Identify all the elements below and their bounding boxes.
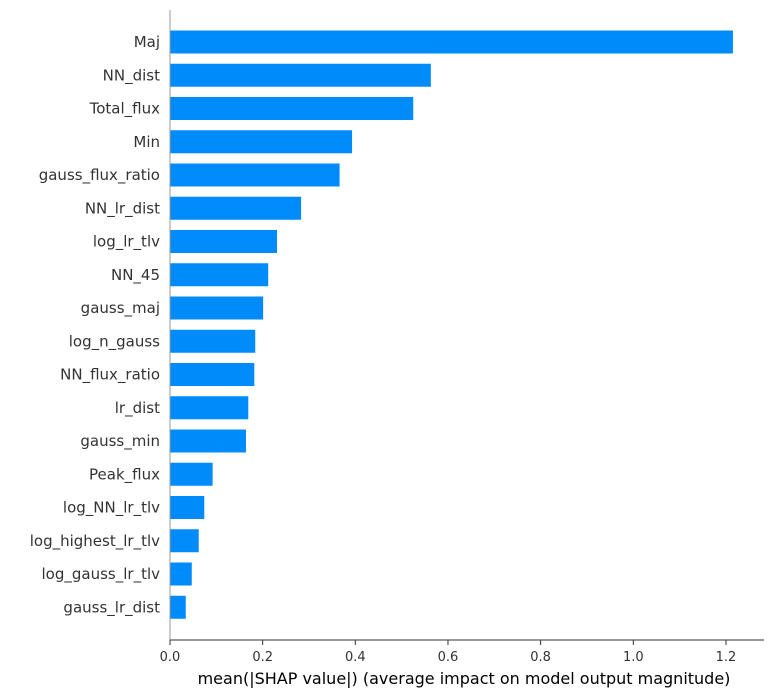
bar-NN_dist: [170, 63, 431, 87]
x-tick-label: 0.4: [345, 650, 366, 665]
bar-NN_lr_dist: [170, 196, 302, 220]
bar-Total_flux: [170, 97, 414, 120]
category-label: NN_45: [111, 266, 160, 285]
x-axis-title: mean(|SHAP value|) (average impact on mo…: [198, 669, 731, 688]
bar-NN_flux_ratio: [170, 363, 255, 386]
category-labels: Maj NN_dist Total_flux Min gauss_flux_ratio N…: [30, 33, 160, 617]
category-label: Peak_flux: [89, 465, 160, 484]
category-label: log_highest_lr_tlv: [30, 532, 160, 551]
bar-Maj: [170, 30, 733, 54]
bar-NN_45: [170, 263, 269, 287]
bars-group: [170, 30, 733, 619]
category-label: NN_lr_dist: [85, 199, 160, 218]
bar-log_gauss_lr_tlv: [170, 562, 192, 586]
category-label: log_gauss_lr_tlv: [42, 565, 161, 584]
bar-gauss_min: [170, 429, 246, 453]
category-label: log_lr_tlv: [93, 233, 160, 252]
x-tick-label: 0.0: [160, 650, 181, 665]
category-label: Maj: [134, 33, 160, 51]
bar-log_lr_tlv: [170, 230, 278, 253]
x-tick-label: 1.2: [716, 650, 737, 665]
bar-Peak_flux: [170, 462, 213, 486]
bar-gauss_maj: [170, 296, 264, 320]
x-tick-label: 0.8: [530, 650, 551, 665]
bar-gauss_lr_dist: [170, 595, 186, 619]
category-label: Min: [133, 133, 160, 151]
category-label: NN_dist: [103, 66, 160, 85]
category-label: log_n_gauss: [69, 332, 160, 351]
x-tick-label: 1.0: [623, 650, 644, 665]
x-tick-label: 0.6: [438, 650, 459, 665]
bar-log_highest_lr_tlv: [170, 529, 199, 553]
x-ticks: 0.0 0.2 0.4 0.6 0.8 1.0 1.2: [160, 640, 737, 665]
category-label: gauss_min: [80, 432, 160, 451]
bar-log_n_gauss: [170, 329, 256, 353]
bar-log_NN_lr_tlv: [170, 496, 205, 519]
category-label: gauss_flux_ratio: [39, 166, 160, 185]
bar-lr_dist: [170, 396, 249, 420]
category-label: gauss_lr_dist: [63, 598, 160, 617]
category-label: gauss_maj: [81, 299, 160, 318]
bar-gauss_flux_ratio: [170, 163, 340, 187]
category-label: NN_flux_ratio: [60, 366, 160, 385]
bar-Min: [170, 130, 353, 154]
category-label: lr_dist: [115, 399, 160, 418]
category-label: Total_flux: [89, 100, 160, 119]
category-label: log_NN_lr_tlv: [63, 499, 160, 518]
x-tick-label: 0.2: [252, 650, 273, 665]
